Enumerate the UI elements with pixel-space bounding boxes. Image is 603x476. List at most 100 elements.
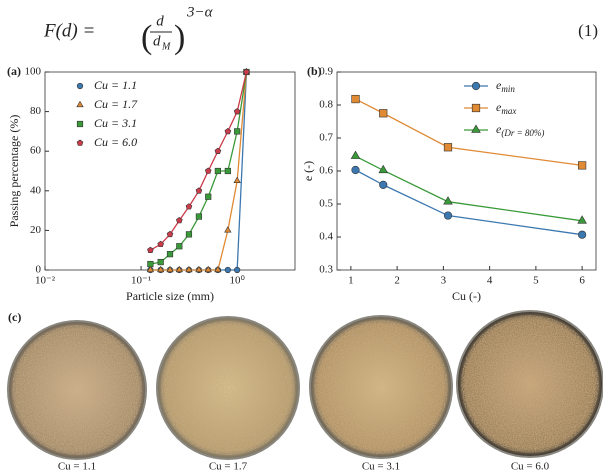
series-line [150,71,248,251]
legend-name: e [496,122,502,136]
legend-sub: min [501,84,515,94]
legend-marker [471,81,481,91]
x-tick-label: 10⁰ [229,275,245,287]
legend-marker [76,139,84,146]
x-tick-label: 6 [579,275,585,287]
paren: ) [174,19,185,56]
y-tick-label: 0.9 [319,66,333,78]
y-tick-label: 40 [30,184,42,196]
y-tick-label: 0.4 [319,231,333,243]
x-tick-label: 2 [394,275,400,287]
legend-label: Cu = 6.0 [94,135,137,149]
x-tick-label: 3 [441,275,447,287]
legend-marker [76,100,84,108]
plot-frame [44,71,296,271]
x-tick-label: 1 [348,275,354,287]
marker [146,265,155,273]
legend-marker [76,120,84,128]
sample-label: Cu = 6.0 [511,461,550,473]
marker [185,203,193,210]
series-line [355,98,583,167]
marker [195,265,203,273]
marker [378,164,389,174]
legend-marker [471,124,481,133]
y-tick-label: 20 [30,224,42,236]
sample-label: Cu = 1.1 [58,461,96,473]
marker [204,167,212,174]
marker [176,243,183,250]
sample-label: Cu = 3.1 [362,461,400,473]
y-tick-label: 0.6 [319,165,333,177]
marker [351,165,360,175]
marker [351,94,360,104]
x-axis-label: Particle size (mm) [126,289,214,303]
marker [185,265,193,273]
marker [578,230,587,239]
marker [157,258,164,266]
y-axis-label: e (-) [301,161,315,181]
marker [234,128,241,135]
legend-label: Cu = 1.1 [94,78,137,92]
sample-texture [161,321,295,455]
x-tick-label: 5 [533,275,539,287]
marker [195,213,203,220]
marker [214,265,222,273]
marker [195,187,203,194]
numerator: d [156,13,164,29]
equation: F(d) = ( d d M ) 3−α (1) [43,4,598,55]
marker [157,265,165,273]
marker [234,266,241,274]
denominator-sub: M [161,41,171,52]
panel-label: (a) [7,64,21,78]
sample-texture [314,320,448,454]
y-tick-label: 0.7 [319,132,333,144]
y-tick-label: 60 [30,145,42,157]
equation-lhs: F(d) = [43,20,95,41]
paren: ( [141,19,152,56]
series-line [150,71,248,265]
marker [204,265,212,273]
marker [176,217,183,224]
y-tick-label: 0.5 [319,198,333,210]
x-tick-label: 10⁻¹ [131,275,151,287]
marker [224,167,231,175]
legend-label: Cu = 1.7 [94,97,138,111]
y-tick-label: 100 [25,66,42,78]
marker [214,167,221,175]
sample-texture [461,315,599,453]
series-line [355,169,583,236]
marker [233,108,241,115]
legend-name: Cu = 3.1 [94,116,137,130]
legend-sub: (Dr = 80%) [501,128,544,138]
marker [224,127,232,135]
marker [443,211,453,220]
marker [166,251,174,258]
legend-name: Cu = 6.0 [94,135,137,149]
legend-name: Cu = 1.1 [94,78,137,92]
plot-frame [336,71,597,271]
legend-label: emax [496,100,516,116]
marker [379,180,388,189]
marker [166,230,174,238]
marker [185,231,193,238]
marker [224,266,231,274]
legend-marker [471,103,481,113]
marker [578,161,587,170]
marker [243,68,250,75]
y-tick-label: 80 [30,105,42,117]
legend-label: emin [496,78,515,94]
marker [379,109,388,118]
marker [147,246,154,253]
x-tick-label: 10⁻² [35,275,56,287]
marker [157,240,164,248]
legend-name: e [496,100,502,114]
legend-label: e(Dr = 80%) [496,122,544,138]
y-axis-label: Passing percentage (%) [7,115,21,228]
marker [443,143,453,152]
legend-name: Cu = 1.7 [94,97,138,111]
panel-label: (b) [307,64,322,78]
legend-label: Cu = 3.1 [94,116,137,130]
legend-marker [76,82,84,90]
legend-sub: max [501,106,516,116]
